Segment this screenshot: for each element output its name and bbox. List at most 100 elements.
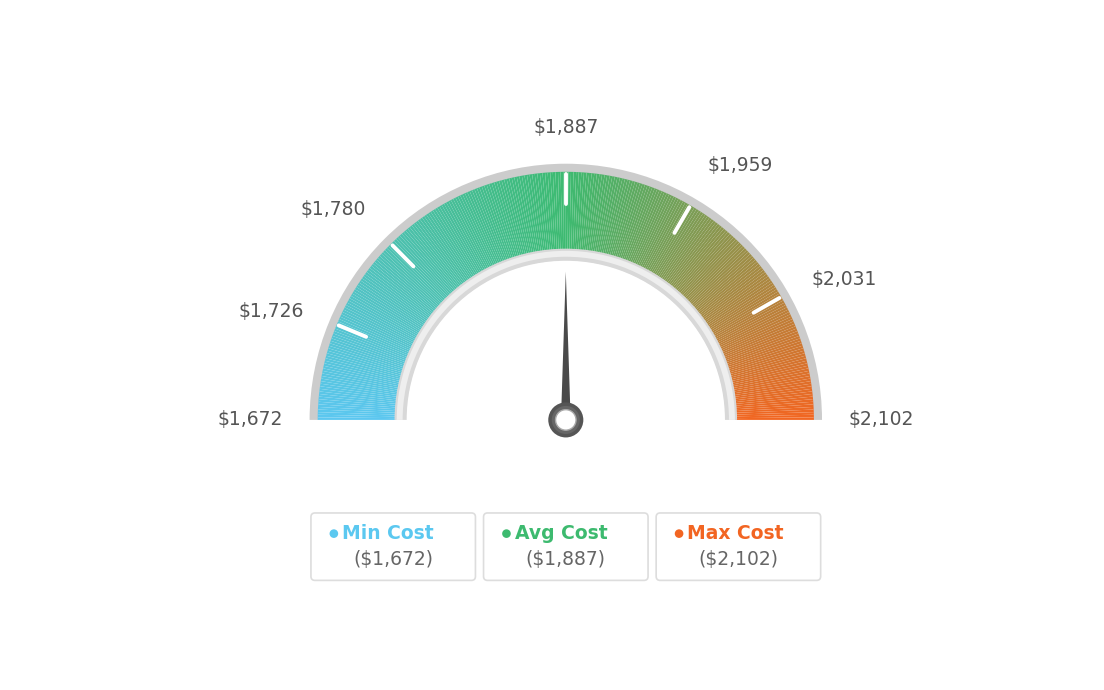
- Wedge shape: [735, 410, 814, 415]
- Wedge shape: [405, 229, 457, 290]
- Wedge shape: [319, 389, 397, 400]
- Wedge shape: [628, 189, 659, 263]
- Wedge shape: [392, 241, 448, 299]
- Wedge shape: [700, 268, 764, 317]
- Wedge shape: [374, 259, 436, 312]
- Wedge shape: [726, 338, 802, 366]
- Wedge shape: [731, 358, 807, 380]
- Wedge shape: [732, 366, 808, 384]
- Wedge shape: [697, 262, 758, 313]
- Wedge shape: [318, 407, 396, 413]
- Wedge shape: [599, 177, 617, 254]
- Bar: [229, 420, 903, 614]
- Wedge shape: [365, 272, 429, 320]
- Wedge shape: [495, 181, 519, 257]
- Wedge shape: [733, 373, 810, 390]
- Wedge shape: [418, 219, 466, 284]
- Wedge shape: [731, 363, 808, 383]
- Wedge shape: [396, 237, 450, 296]
- Wedge shape: [358, 283, 424, 327]
- Wedge shape: [561, 172, 564, 250]
- Wedge shape: [340, 314, 412, 349]
- Wedge shape: [591, 175, 605, 252]
- Wedge shape: [428, 212, 474, 278]
- Wedge shape: [622, 186, 650, 260]
- Wedge shape: [320, 386, 397, 399]
- Wedge shape: [332, 333, 406, 362]
- Wedge shape: [339, 317, 412, 351]
- Wedge shape: [702, 272, 766, 320]
- Wedge shape: [650, 205, 692, 274]
- Wedge shape: [344, 305, 415, 343]
- Wedge shape: [511, 177, 531, 254]
- Wedge shape: [601, 177, 620, 254]
- Wedge shape: [637, 195, 671, 266]
- Wedge shape: [657, 210, 701, 277]
- Wedge shape: [361, 278, 426, 324]
- Wedge shape: [714, 298, 783, 338]
- Wedge shape: [477, 188, 507, 262]
- Wedge shape: [606, 179, 627, 255]
- Wedge shape: [407, 262, 724, 420]
- Wedge shape: [728, 346, 804, 371]
- Wedge shape: [720, 314, 792, 349]
- Wedge shape: [485, 185, 511, 259]
- Wedge shape: [325, 361, 401, 381]
- Wedge shape: [734, 386, 811, 399]
- Wedge shape: [734, 384, 811, 397]
- Wedge shape: [469, 190, 501, 264]
- Text: Min Cost: Min Cost: [342, 524, 434, 543]
- Wedge shape: [730, 353, 806, 376]
- Wedge shape: [733, 376, 810, 392]
- Wedge shape: [346, 303, 416, 341]
- Wedge shape: [527, 175, 541, 252]
- Wedge shape: [709, 285, 775, 329]
- Wedge shape: [718, 310, 789, 346]
- Wedge shape: [522, 175, 538, 253]
- Wedge shape: [563, 172, 565, 250]
- Wedge shape: [722, 324, 796, 356]
- Wedge shape: [439, 205, 481, 274]
- Wedge shape: [578, 172, 586, 250]
- Wedge shape: [343, 307, 414, 344]
- Wedge shape: [321, 373, 399, 390]
- Wedge shape: [548, 172, 555, 250]
- Wedge shape: [645, 200, 683, 270]
- Wedge shape: [660, 213, 705, 279]
- Text: $1,672: $1,672: [217, 411, 283, 429]
- Wedge shape: [463, 193, 497, 266]
- Wedge shape: [336, 324, 410, 356]
- Text: ($1,887): ($1,887): [526, 550, 606, 569]
- Wedge shape: [732, 371, 809, 388]
- Wedge shape: [620, 185, 647, 259]
- Wedge shape: [437, 206, 479, 275]
- Wedge shape: [612, 181, 635, 257]
- Wedge shape: [687, 246, 745, 302]
- Wedge shape: [639, 197, 676, 268]
- Wedge shape: [380, 254, 439, 308]
- Wedge shape: [532, 174, 544, 252]
- Wedge shape: [713, 296, 782, 337]
- Wedge shape: [385, 248, 443, 304]
- Wedge shape: [394, 248, 737, 420]
- Wedge shape: [613, 181, 637, 257]
- Wedge shape: [605, 178, 625, 255]
- Wedge shape: [465, 193, 498, 265]
- Wedge shape: [575, 172, 582, 250]
- Wedge shape: [722, 322, 795, 354]
- Text: ($2,102): ($2,102): [699, 550, 778, 569]
- Wedge shape: [618, 184, 645, 259]
- Wedge shape: [734, 389, 813, 400]
- Circle shape: [330, 529, 338, 538]
- Wedge shape: [734, 391, 813, 402]
- Wedge shape: [453, 197, 490, 268]
- FancyBboxPatch shape: [484, 513, 648, 580]
- Wedge shape: [691, 252, 751, 306]
- Wedge shape: [665, 217, 712, 282]
- Wedge shape: [545, 172, 553, 250]
- Wedge shape: [712, 294, 781, 335]
- Wedge shape: [573, 172, 578, 250]
- Wedge shape: [703, 274, 768, 322]
- Wedge shape: [318, 412, 396, 416]
- Wedge shape: [335, 328, 407, 359]
